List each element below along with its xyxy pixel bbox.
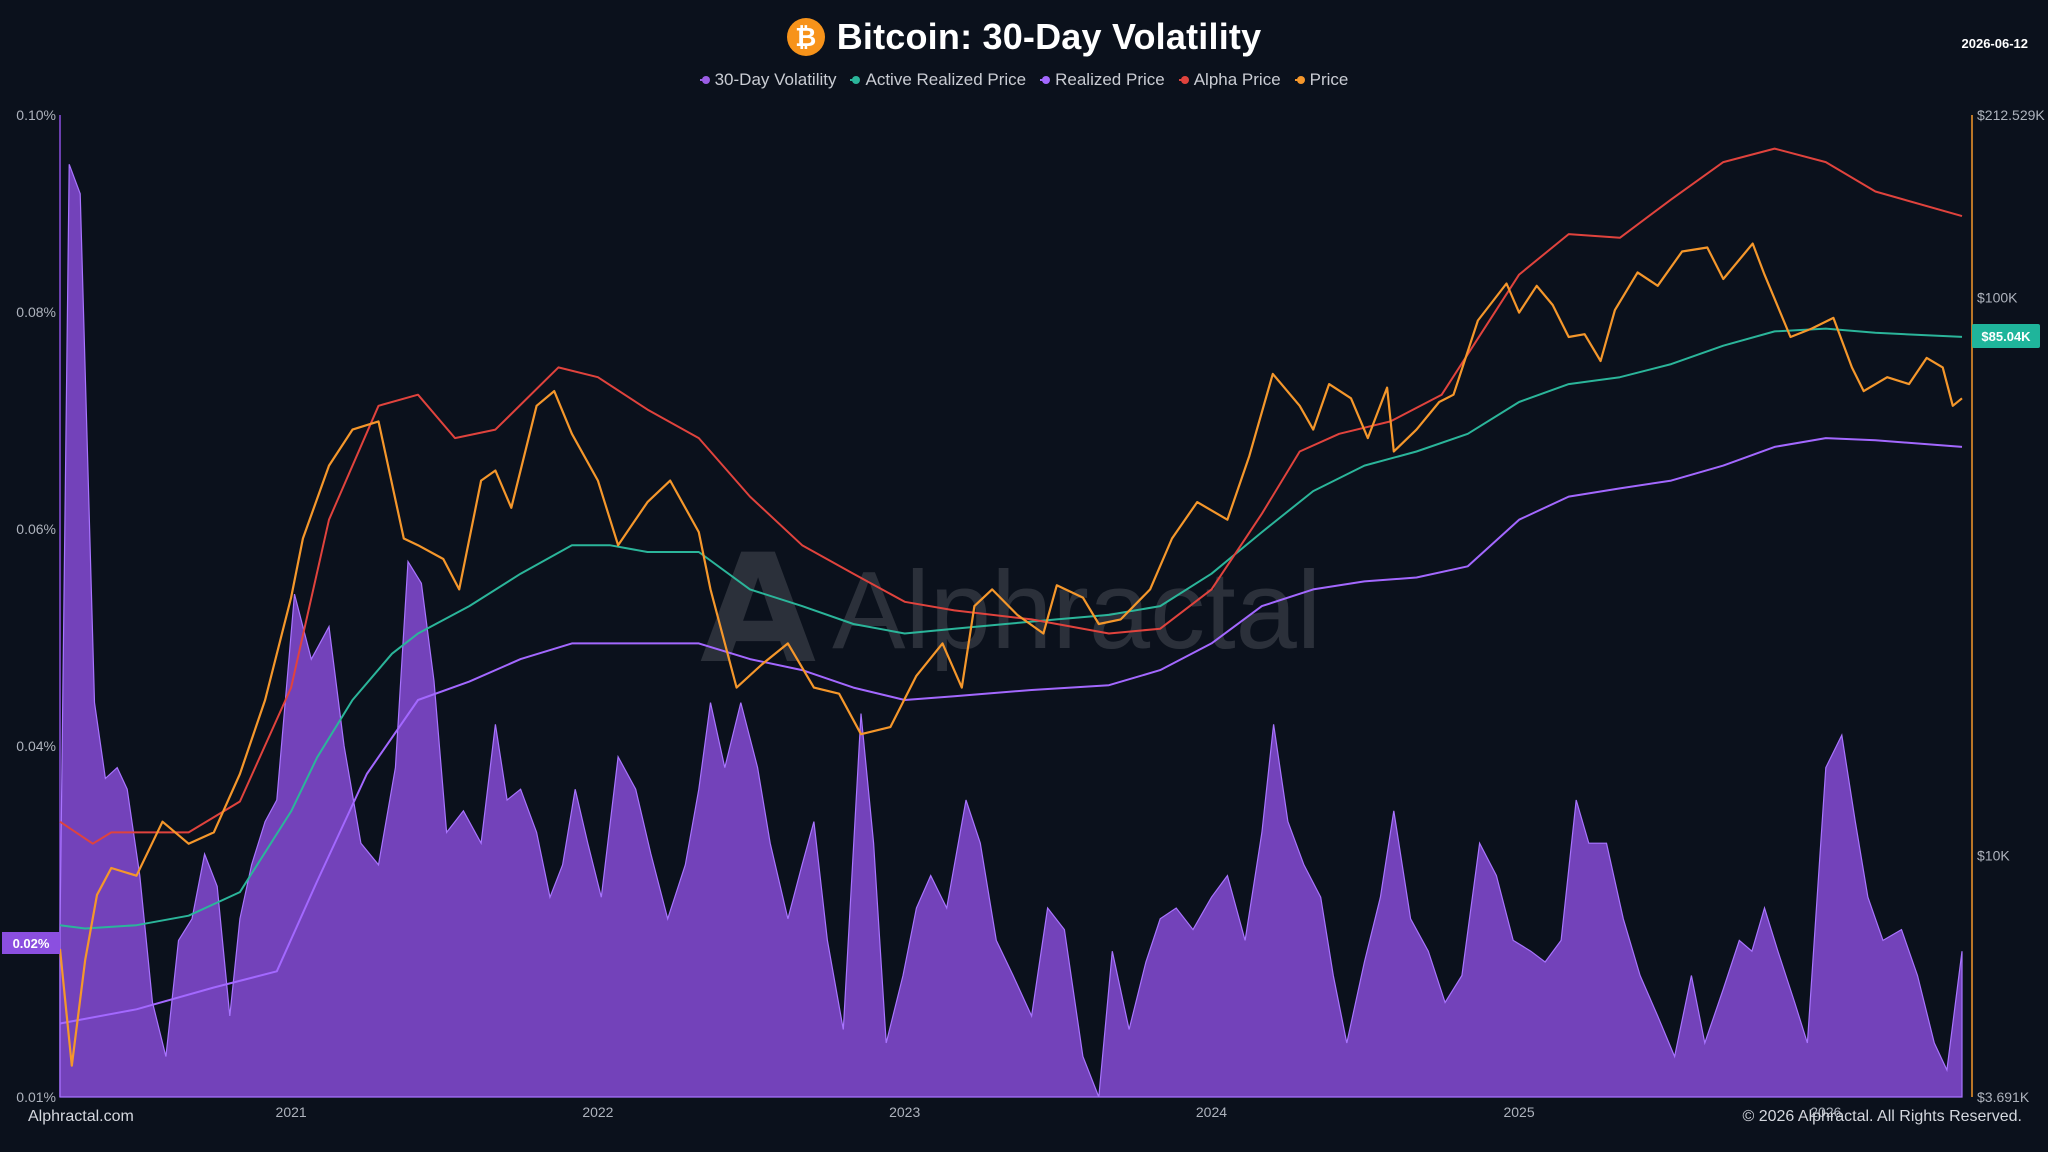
price-line xyxy=(58,242,1963,1067)
left-tick-label: 0.10% xyxy=(16,107,56,123)
x-tick-label: 2023 xyxy=(889,1104,920,1120)
legend-label: 30-Day Volatility xyxy=(714,70,837,89)
x-tick-label: 2025 xyxy=(1503,1104,1534,1120)
legend-label: Active Realized Price xyxy=(865,70,1027,89)
legend-item[interactable]: Alpha Price xyxy=(1178,70,1281,90)
x-tick-label: 2021 xyxy=(276,1104,307,1120)
left-tick-label: 0.01% xyxy=(16,1089,56,1105)
legend-dot-icon xyxy=(852,76,861,84)
legend-item[interactable]: Realized Price xyxy=(1040,70,1165,90)
copyright: © 2026 Alphractal. All Rights Reserved. xyxy=(1742,1108,2023,1125)
watermark-text: Alphractal xyxy=(832,548,1322,672)
left-tick-label: 0.06% xyxy=(16,521,56,537)
right-tick-label: $10K xyxy=(1977,848,2010,864)
left-tick-label: 0.08% xyxy=(16,304,56,320)
right-tick-label: $212.529K xyxy=(1977,107,2045,123)
active-realized-price-line xyxy=(59,327,1963,930)
x-tick-label: 2022 xyxy=(582,1104,613,1120)
right-tick-label: $3.691K xyxy=(1977,1089,2030,1105)
legend: 30-Day Volatility Active Realized Price Re… xyxy=(0,70,2048,90)
legend-label: Alpha Price xyxy=(1193,70,1281,89)
x-tick-label: 2024 xyxy=(1196,1104,1227,1120)
legend-dot-icon xyxy=(1296,76,1305,84)
left-tick-label: 0.04% xyxy=(16,738,56,754)
realized-price-line xyxy=(59,437,1963,1025)
right-tick-label: $100K xyxy=(1977,290,2018,306)
volatility-area xyxy=(59,164,1963,1098)
legend-dot-icon xyxy=(701,76,710,84)
alpha-price-line xyxy=(59,147,1963,845)
legend-dot-icon xyxy=(1042,76,1051,84)
legend-item[interactable]: Active Realized Price xyxy=(850,70,1026,90)
legend-dot-icon xyxy=(1180,76,1189,84)
date-label: 2026-06-12 xyxy=(1961,36,2029,51)
bitcoin-icon: ₿ xyxy=(786,18,825,56)
current-price-badge: $85.04K xyxy=(1972,324,2040,348)
legend-label: Price xyxy=(1309,70,1349,89)
legend-label: Realized Price xyxy=(1055,70,1165,89)
site-label: Alphractal.com xyxy=(28,1108,134,1125)
current-volatility-badge: 0.02% xyxy=(2,932,60,954)
chart-title: Bitcoin: 30-Day Volatility xyxy=(836,16,1262,57)
legend-item[interactable]: 30-Day Volatility xyxy=(699,70,837,90)
title-row: ₿ Bitcoin: 30-Day Volatility xyxy=(0,12,2048,62)
legend-item[interactable]: Price xyxy=(1294,70,1349,90)
x-tick-label: 2026 xyxy=(1810,1104,1841,1120)
